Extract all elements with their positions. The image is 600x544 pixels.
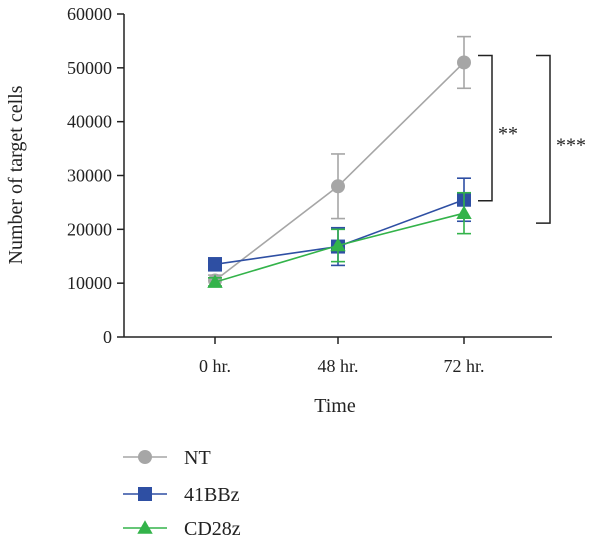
series-cd28z <box>207 191 472 288</box>
legend-label: NT <box>184 447 211 469</box>
data-point <box>457 55 471 70</box>
x-axis-title: Time <box>314 395 356 417</box>
x-ticks: 0 hr. 48 hr. 72 hr. <box>199 337 485 376</box>
y-tick-label: 40000 <box>67 112 112 132</box>
series-line-41bbz <box>214 198 465 266</box>
y-ticks: 0 10000 20000 30000 40000 50000 60000 <box>67 4 124 347</box>
data-point <box>207 274 223 288</box>
y-tick-label: 30000 <box>67 166 112 186</box>
data-point <box>330 237 346 252</box>
data-point <box>456 205 472 219</box>
legend-item-41bbz: 41BBz <box>123 484 240 506</box>
legend-marker <box>138 487 152 501</box>
legend: NT 41BBz CD28z <box>123 447 241 540</box>
y-tick-label: 20000 <box>67 219 112 239</box>
legend-marker <box>138 450 152 464</box>
significance-brackets: ***** <box>478 54 586 224</box>
legend-marker <box>137 520 153 534</box>
x-tick-label: 0 hr. <box>199 356 231 376</box>
bracket-line <box>536 54 551 224</box>
y-tick-label: 50000 <box>67 58 112 78</box>
legend-label: 41BBz <box>184 484 240 506</box>
data-point <box>331 179 345 194</box>
legend-item-cd28z: CD28z <box>123 518 241 540</box>
significance-bracket: ** <box>478 54 518 202</box>
significance-label: ** <box>498 123 518 145</box>
bracket-line <box>478 54 493 202</box>
x-tick-label: 48 hr. <box>317 356 358 376</box>
data-point <box>208 257 222 272</box>
y-axis-title: Number of target cells <box>5 85 27 264</box>
significance-bracket: *** <box>536 54 586 224</box>
x-tick-label: 72 hr. <box>443 356 484 376</box>
y-tick-label: 60000 <box>67 4 112 24</box>
legend-label: CD28z <box>184 518 241 540</box>
y-tick-label: 0 <box>103 327 112 347</box>
legend-item-nt: NT <box>123 447 211 469</box>
y-tick-label: 10000 <box>67 273 112 293</box>
axes: 0 10000 20000 30000 40000 50000 60000 0 hr. 48 … <box>67 4 552 376</box>
series-layer <box>207 35 472 288</box>
significance-label: *** <box>556 134 586 156</box>
